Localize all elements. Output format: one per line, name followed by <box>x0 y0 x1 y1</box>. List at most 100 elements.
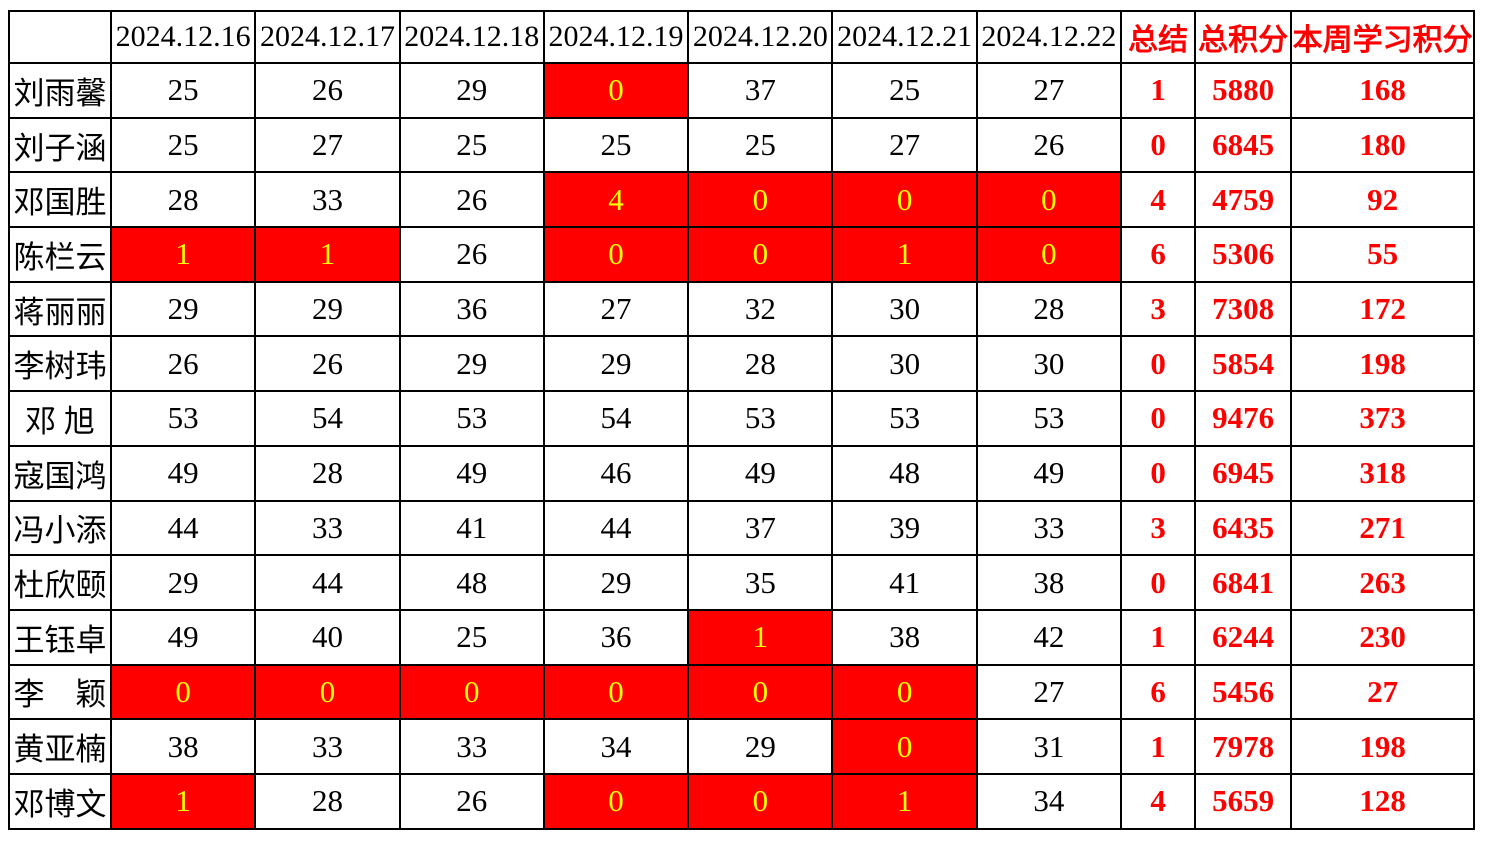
student-name-cell: 寇国鸿 <box>8 444 112 502</box>
day-score-cell: 32 <box>687 280 834 338</box>
day-score-cell: 28 <box>109 171 257 229</box>
summary-count-cell: 3 <box>1120 280 1197 338</box>
day-score-cell: 25 <box>109 62 257 119</box>
summary-count-cell: 1 <box>1120 718 1197 775</box>
summary-count-cell: 0 <box>1120 554 1197 611</box>
day-score-cell: 0 <box>831 171 978 229</box>
day-score-cell: 54 <box>542 390 690 447</box>
weekly-points-cell: 27 <box>1290 663 1476 721</box>
day-score-cell: 34 <box>542 718 690 775</box>
day-score-cell: 26 <box>398 772 545 830</box>
total-points-cell: 6244 <box>1194 608 1293 666</box>
table-row: 王钰卓 49 40 25 36 1 38 42 1 6244 230 <box>8 608 1476 666</box>
day-score-cell: 44 <box>254 554 401 611</box>
summary-count-cell: 1 <box>1120 608 1197 666</box>
student-name-cell: 杜欣颐 <box>8 554 112 611</box>
day-score-cell: 49 <box>975 444 1123 502</box>
weekly-points-cell: 128 <box>1290 772 1476 830</box>
summary-count-cell: 0 <box>1120 444 1197 502</box>
summary-count-cell: 6 <box>1120 663 1197 721</box>
day-score-cell: 25 <box>687 116 834 174</box>
day-score-cell: 1 <box>109 226 257 283</box>
weekly-points-cell: 180 <box>1290 116 1476 174</box>
column-header-date: 2024.12.16 <box>109 10 257 64</box>
day-score-cell: 25 <box>831 62 978 119</box>
weekly-points-cell: 198 <box>1290 718 1476 775</box>
day-score-cell: 25 <box>398 608 545 666</box>
day-score-cell: 42 <box>975 608 1123 666</box>
day-score-cell: 29 <box>398 62 545 119</box>
day-score-cell: 28 <box>254 772 401 830</box>
student-name-cell: 邓博文 <box>8 772 112 830</box>
weekly-points-cell: 230 <box>1290 608 1476 666</box>
day-score-cell: 1 <box>831 226 978 283</box>
day-score-cell: 54 <box>254 390 401 447</box>
summary-count-cell: 3 <box>1120 499 1197 557</box>
day-score-cell: 0 <box>687 663 834 721</box>
day-score-cell: 41 <box>831 554 978 611</box>
student-name-cell: 李树玮 <box>8 335 112 393</box>
table-row: 邓国胜 28 33 26 4 0 0 0 4 4759 92 <box>8 171 1476 229</box>
table-row: 邓博文 1 28 26 0 0 1 34 4 5659 128 <box>8 772 1476 830</box>
weekly-points-cell: 263 <box>1290 554 1476 611</box>
day-score-cell: 34 <box>975 772 1123 830</box>
total-points-cell: 6841 <box>1194 554 1293 611</box>
day-score-cell: 29 <box>398 335 545 393</box>
day-score-cell: 38 <box>975 554 1123 611</box>
student-name-cell: 邓 旭 <box>8 390 112 447</box>
day-score-cell: 26 <box>254 62 401 119</box>
day-score-cell: 26 <box>254 335 401 393</box>
day-score-cell: 28 <box>687 335 834 393</box>
day-score-cell: 35 <box>687 554 834 611</box>
weekly-points-cell: 92 <box>1290 171 1476 229</box>
day-score-cell: 0 <box>687 226 834 283</box>
day-score-cell: 40 <box>254 608 401 666</box>
day-score-cell: 33 <box>254 718 401 775</box>
day-score-cell: 26 <box>398 226 545 283</box>
summary-count-cell: 0 <box>1120 390 1197 447</box>
day-score-cell: 26 <box>398 171 545 229</box>
weekly-points-cell: 198 <box>1290 335 1476 393</box>
day-score-cell: 0 <box>254 663 401 721</box>
table-row: 杜欣颐 29 44 48 29 35 41 38 0 6841 263 <box>8 554 1476 611</box>
day-score-cell: 33 <box>975 499 1123 557</box>
column-header-summary: 总结 <box>1120 10 1197 64</box>
table-row: 刘子涵 25 27 25 25 25 27 26 0 6845 180 <box>8 116 1476 174</box>
day-score-cell: 53 <box>398 390 545 447</box>
day-score-cell: 1 <box>687 608 834 666</box>
column-header-date: 2024.12.21 <box>831 10 978 64</box>
day-score-cell: 0 <box>687 772 834 830</box>
day-score-cell: 49 <box>398 444 545 502</box>
student-name-cell: 刘雨馨 <box>8 62 112 119</box>
total-points-cell: 5854 <box>1194 335 1293 393</box>
summary-count-cell: 6 <box>1120 226 1197 283</box>
student-name-cell: 李 颖 <box>8 663 112 721</box>
day-score-cell: 48 <box>398 554 545 611</box>
total-points-cell: 5880 <box>1194 62 1293 119</box>
table-body: 刘雨馨 25 26 29 0 37 25 27 1 5880 168 刘子涵 25 27 25 25 25 27 2… <box>8 62 1476 830</box>
summary-count-cell: 0 <box>1120 116 1197 174</box>
total-points-cell: 9476 <box>1194 390 1293 447</box>
day-score-cell: 26 <box>975 116 1123 174</box>
day-score-cell: 33 <box>398 718 545 775</box>
day-score-cell: 1 <box>254 226 401 283</box>
student-name-cell: 蒋丽丽 <box>8 280 112 338</box>
table-row: 冯小添 44 33 41 44 37 39 33 3 6435 271 <box>8 499 1476 557</box>
table-row: 刘雨馨 25 26 29 0 37 25 27 1 5880 168 <box>8 62 1476 119</box>
day-score-cell: 49 <box>109 444 257 502</box>
day-score-cell: 27 <box>254 116 401 174</box>
total-points-cell: 6945 <box>1194 444 1293 502</box>
day-score-cell: 29 <box>687 718 834 775</box>
day-score-cell: 1 <box>109 772 257 830</box>
student-name-cell: 黄亚楠 <box>8 718 112 775</box>
day-score-cell: 0 <box>542 226 690 283</box>
table-row: 邓 旭 53 54 53 54 53 53 53 0 9476 373 <box>8 390 1476 447</box>
total-points-cell: 6435 <box>1194 499 1293 557</box>
day-score-cell: 53 <box>831 390 978 447</box>
weekly-points-cell: 373 <box>1290 390 1476 447</box>
day-score-cell: 53 <box>687 390 834 447</box>
table-row: 李 颖 0 0 0 0 0 0 27 6 5456 27 <box>8 663 1476 721</box>
day-score-cell: 29 <box>254 280 401 338</box>
day-score-cell: 26 <box>109 335 257 393</box>
day-score-cell: 0 <box>398 663 545 721</box>
